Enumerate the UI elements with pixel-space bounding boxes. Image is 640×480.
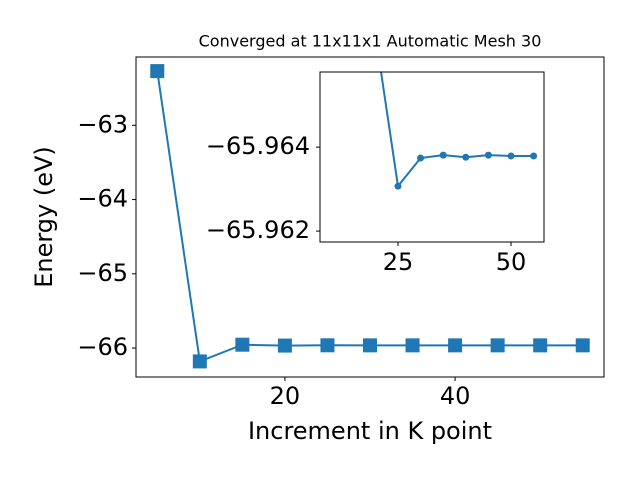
data-point — [575, 338, 590, 353]
data-point — [192, 354, 207, 369]
axes-frame — [319, 71, 545, 243]
data-point — [490, 338, 505, 353]
x-axis-label: Increment in K point — [248, 417, 492, 445]
chart-title: Converged at 11x11x1 Automatic Mesh 30 — [199, 32, 542, 51]
data-point — [405, 338, 420, 353]
x-tick-label: 20 — [270, 382, 301, 410]
data-point — [417, 154, 425, 162]
data-point — [533, 338, 548, 353]
data-point — [235, 337, 250, 352]
y-tick-label: −65 — [77, 259, 128, 287]
x-tick-label: 25 — [383, 248, 414, 276]
y-tick-label: −64 — [77, 185, 128, 213]
plot-content — [380, 72, 538, 190]
x-tick-label: 50 — [496, 248, 527, 276]
axes-frame — [135, 56, 605, 378]
y-tick-label: −65.962 — [206, 216, 310, 244]
data-point — [484, 151, 492, 159]
plot-content — [150, 64, 590, 369]
data-point — [462, 153, 470, 161]
x-tick-label: 40 — [440, 382, 471, 410]
y-tick-label: −63 — [77, 110, 128, 138]
y-tick-label: −65.964 — [206, 132, 310, 160]
data-point — [363, 338, 377, 353]
data-point — [394, 182, 402, 190]
data-point — [530, 152, 538, 160]
data-point — [150, 64, 165, 79]
y-tick-label: −66 — [77, 333, 128, 361]
data-point — [277, 338, 292, 353]
data-point — [448, 338, 463, 353]
data-point — [320, 338, 335, 353]
data-line — [380, 72, 534, 189]
y-axis-label: Energy (eV) — [30, 146, 58, 288]
data-point — [507, 152, 515, 160]
data-point — [439, 151, 447, 159]
